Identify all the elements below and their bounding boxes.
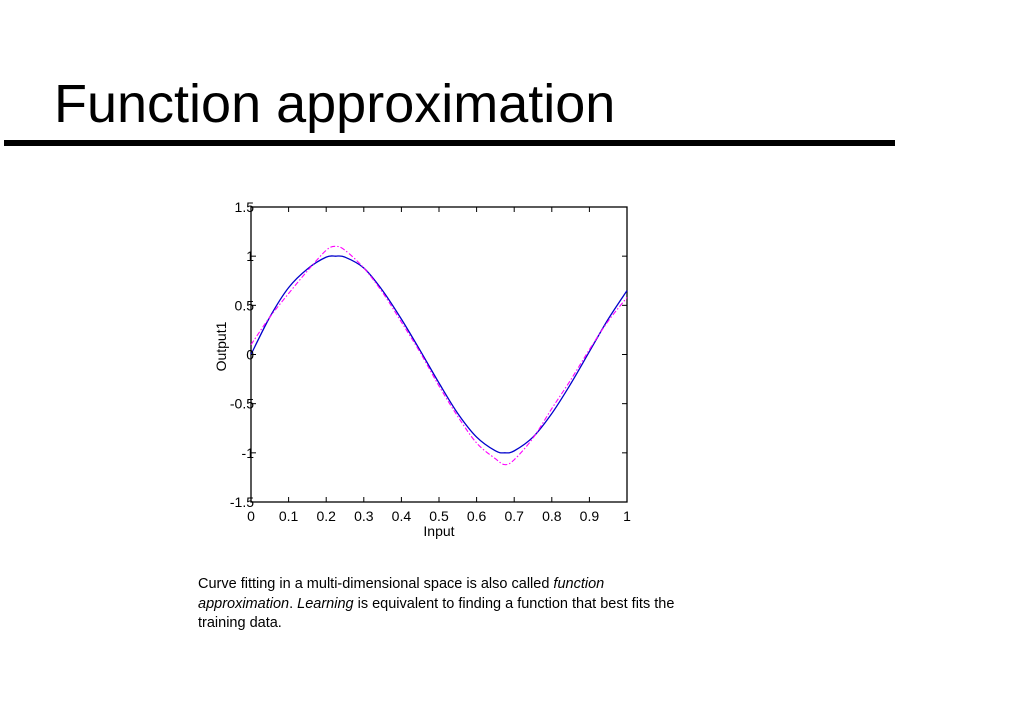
y-tick-label: -0.5	[230, 396, 254, 412]
caption-part-2: .	[289, 595, 298, 612]
plot-area	[250, 206, 628, 503]
y-tick-label: 0	[246, 347, 254, 363]
x-tick-label: 0.7	[504, 508, 524, 524]
y-tick-label: 0.5	[235, 297, 255, 313]
y-tick-label: 1	[246, 248, 254, 264]
x-axis-label: Input	[423, 523, 454, 539]
series-line-approx	[250, 245, 628, 466]
series-layer	[250, 245, 628, 466]
x-tick-label: 0.2	[316, 508, 336, 524]
slide-title: Function approximation	[54, 74, 616, 134]
caption-italic-2: Learning	[297, 595, 354, 612]
x-tick-label: 0.3	[354, 508, 374, 524]
tick-layer: 0 0.1 0.2 0.3 0.4 0.5 0.6 0.7 0.8 0.9 1 1.5 1 0.5 0 -0.…	[230, 199, 631, 524]
y-axis-label: Output1	[213, 321, 229, 371]
caption-part-1: Curve fitting in a multi-dimensional spa…	[198, 576, 554, 592]
x-tick-label: 0	[247, 508, 255, 524]
caption-part-3: is equivalent to finding a function that…	[198, 595, 675, 632]
plot-frame	[250, 206, 628, 503]
y-tick-label: -1.5	[230, 494, 254, 510]
x-tick-label: 0.1	[279, 508, 299, 524]
series-line-target	[250, 255, 628, 454]
y-tick-label: 1.5	[235, 199, 255, 215]
caption-text: Curve fitting in a multi-dimensional spa…	[198, 575, 678, 634]
title-underline	[4, 140, 895, 146]
x-tick-label: 0.4	[392, 508, 412, 524]
x-tick-label: 0.8	[542, 508, 562, 524]
x-tick-label: 1	[623, 508, 631, 524]
x-tick-label: 0.5	[429, 508, 449, 524]
x-tick-label: 0.9	[580, 508, 600, 524]
caption-italic-1: function approximation	[198, 576, 605, 612]
y-tick-label: -1	[242, 445, 255, 461]
x-tick-label: 0.6	[467, 508, 487, 524]
